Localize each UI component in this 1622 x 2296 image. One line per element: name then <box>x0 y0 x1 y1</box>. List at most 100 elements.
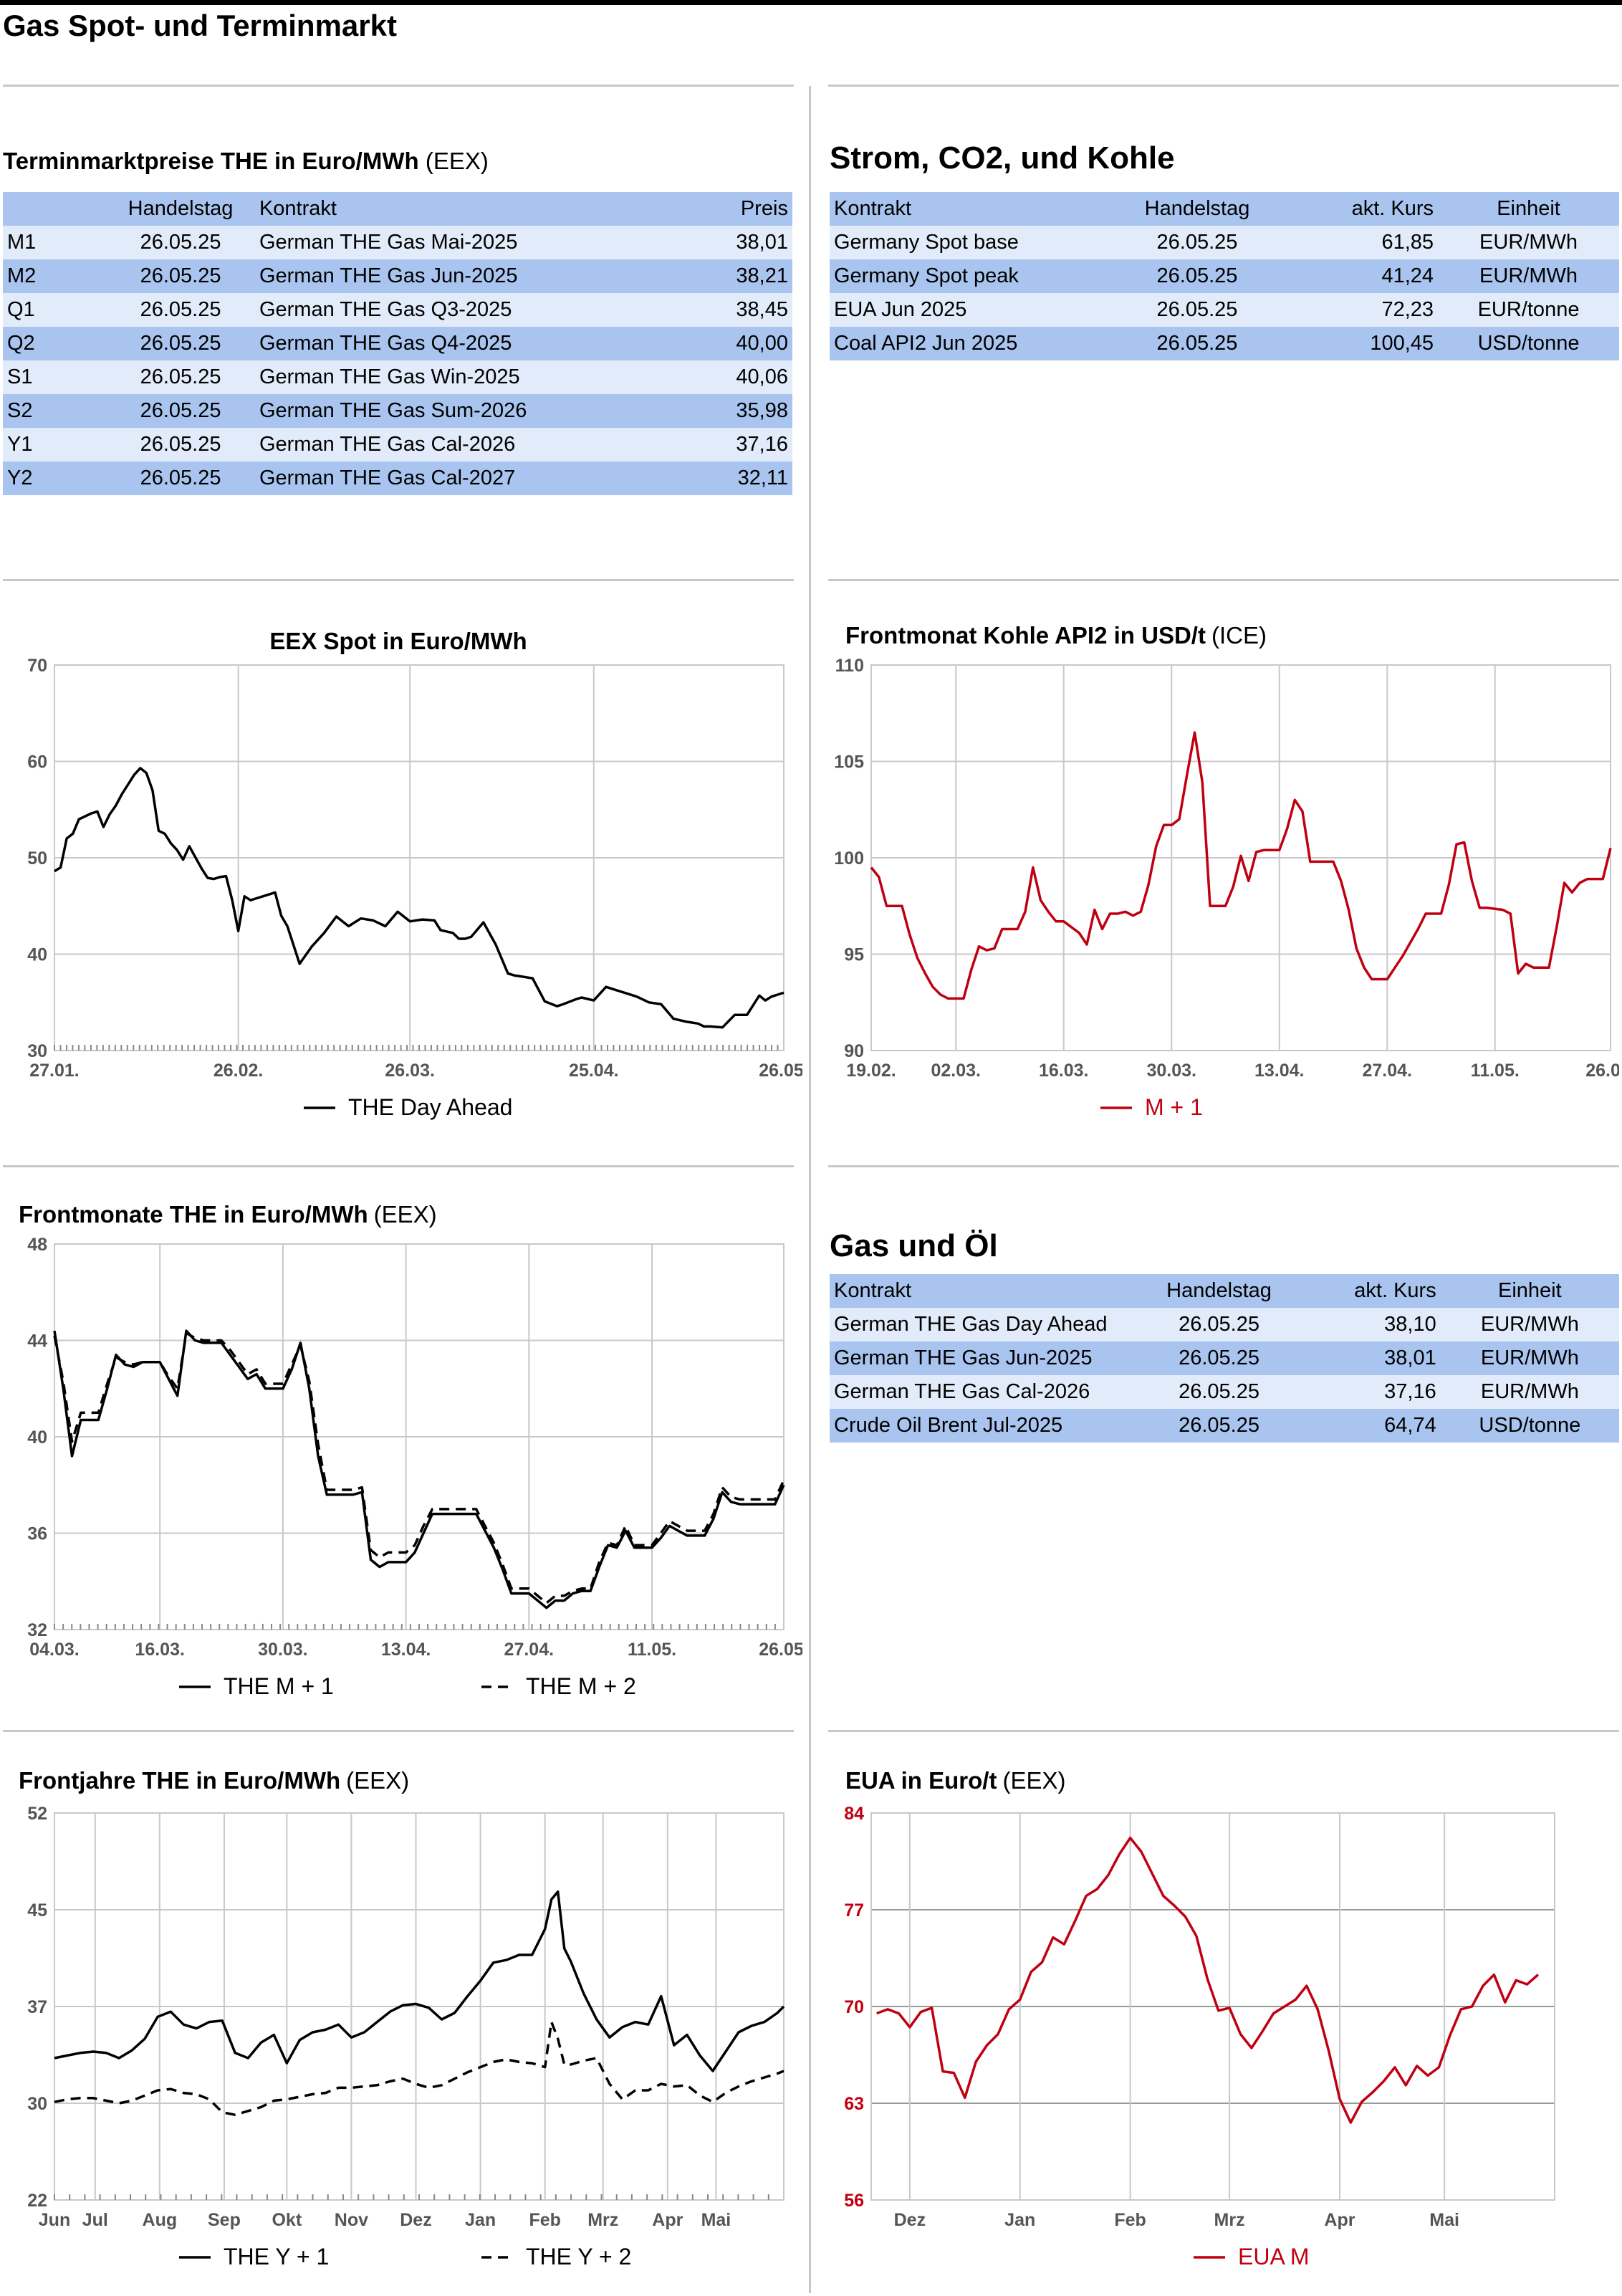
y-tick-label: 60 <box>27 752 47 772</box>
gasoel-cell: German THE Gas Day Ahead <box>834 1313 1108 1336</box>
x-tick-label: Apr <box>1324 2210 1355 2230</box>
x-tick-label: 11.05. <box>1471 1061 1520 1081</box>
divider <box>3 1730 794 1732</box>
termin-header-cell: Handelstag <box>128 197 234 220</box>
gasoel-cell: 26.05.25 <box>1179 1346 1259 1369</box>
legend-label: EUA M <box>1238 2244 1310 2269</box>
strom-cell: 41,24 <box>1381 264 1434 287</box>
termin-cell: Q1 <box>7 298 35 321</box>
page-title: Gas Spot- und Terminmarkt <box>3 9 397 42</box>
gasoel-row: German THE Gas Jun-2025 26.05.25 38,01 EUR/… <box>830 1341 1619 1375</box>
gasoel-cell: EUR/MWh <box>1480 1380 1579 1403</box>
chart-title: Frontjahre THE in Euro/MWh (EEX) <box>19 1767 409 1794</box>
termin-header-cell: Kontrakt <box>259 197 337 220</box>
x-tick-label: Mai <box>1429 2210 1459 2230</box>
gasoel-cell: USD/tonne <box>1479 1414 1581 1437</box>
strom-header-cell: Kontrakt <box>834 197 911 220</box>
chart-title-source: (EEX) <box>1002 1767 1065 1794</box>
x-tick-label: Okt <box>272 2210 302 2230</box>
termin-row: S2 26.05.25 German THE Gas Sum-2026 35,98 <box>3 394 792 428</box>
chart-title: EUA in Euro/t (EEX) <box>845 1767 1065 1794</box>
x-tick-label: 25.04. <box>569 1061 619 1081</box>
y-tick-label: 95 <box>844 945 864 965</box>
termin-cell: 38,21 <box>736 264 788 287</box>
x-tick-label: 26.05. <box>1585 1061 1619 1081</box>
strom-cell: EUR/MWh <box>1479 264 1578 287</box>
termin-cell: 40,00 <box>736 332 788 355</box>
legend-label: THE Y + 1 <box>224 2244 329 2269</box>
gasoel-cell: 38,01 <box>1384 1346 1436 1369</box>
termin-cell: 38,01 <box>736 231 788 254</box>
gasoel-table: Kontrakt Handelstag akt. Kurs Einheit German… <box>830 1274 1619 1443</box>
divider <box>828 579 1619 581</box>
chart-frontjahre: Frontjahre THE in Euro/MWh (EEX) 22 30 37 45 5… <box>19 1767 785 2269</box>
x-tick-label: 04.03. <box>29 1640 80 1660</box>
gasoel-cell: 26.05.25 <box>1179 1313 1259 1336</box>
x-tick-label: 26.05. <box>759 1061 802 1081</box>
plot-frame <box>870 1812 1555 2201</box>
chart-title-source: (EEX) <box>374 1201 437 1228</box>
x-tick-label: 27.01. <box>29 1061 80 1081</box>
termin-cell: German THE Gas Cal-2027 <box>259 467 516 489</box>
legend-label: THE M + 1 <box>224 1673 334 1699</box>
termin-row: M1 26.05.25 German THE Gas Mai-2025 38,01 <box>3 226 792 259</box>
y-tick-label: 63 <box>844 2094 864 2114</box>
x-tick-label: Feb <box>1114 2210 1146 2230</box>
termin-cell: 40,06 <box>736 365 788 388</box>
gasoel-cell: EUR/MWh <box>1480 1313 1579 1336</box>
termin-header-cell <box>3 192 106 226</box>
x-tick-label: Mrz <box>1214 2210 1245 2230</box>
chart-frontmonate: Frontmonate THE in Euro/MWh (EEX) 32 36 40 44… <box>19 1201 802 1699</box>
x-tick-label: 27.04. <box>504 1640 555 1660</box>
termin-header-cell: Preis <box>740 197 788 220</box>
y-tick-label: 32 <box>27 1620 47 1640</box>
gasoel-cell: 26.05.25 <box>1179 1380 1259 1403</box>
y-tick-label: 110 <box>835 656 864 676</box>
strom-cell: EUA Jun 2025 <box>834 298 967 321</box>
termin-cell: 37,16 <box>736 433 788 456</box>
series-line-1 <box>876 1836 1540 2124</box>
gasoel-header-cell: akt. Kurs <box>1354 1279 1436 1302</box>
x-tick-label: 27.04. <box>1362 1061 1412 1081</box>
x-tick-label: 26.02. <box>213 1061 264 1081</box>
y-tick-label: 90 <box>844 1041 864 1061</box>
strom-row: Coal API2 Jun 2025 26.05.25 100,45 USD/tonn… <box>830 327 1619 360</box>
termin-cell: Q2 <box>7 332 35 355</box>
x-tick-label: Jan <box>465 2210 496 2230</box>
chart-title-bold: EEX Spot in Euro/MWh <box>269 628 527 654</box>
legend-label: THE Y + 2 <box>526 2244 631 2269</box>
x-tick-label: Nov <box>335 2210 368 2230</box>
termin-cell: Y2 <box>7 467 33 489</box>
chart-eex-spot: EEX Spot in Euro/MWh 30 40 50 60 70 27.01. 26.0… <box>27 628 802 1120</box>
x-tick-label: Sep <box>208 2210 241 2230</box>
termin-cell: M1 <box>7 231 37 254</box>
termin-cell: 26.05.25 <box>140 433 221 456</box>
x-tick-label: 30.03. <box>1146 1061 1196 1081</box>
y-tick-label: 70 <box>27 656 47 676</box>
termin-cell: 35,98 <box>736 399 788 422</box>
x-tick-label: 02.03. <box>931 1061 981 1081</box>
divider <box>828 1730 1619 1732</box>
y-tick-label: 37 <box>27 1997 47 2017</box>
gasoel-cell: German THE Gas Jun-2025 <box>834 1346 1093 1369</box>
gasoel-row: German THE Gas Cal-2026 26.05.25 37,16 EUR/… <box>830 1375 1619 1409</box>
legend-label: THE M + 2 <box>526 1673 636 1699</box>
y-tick-label: 44 <box>27 1331 47 1352</box>
gasoel-row: German THE Gas Day Ahead 26.05.25 38,10 EUR… <box>830 1308 1619 1341</box>
termin-cell: M2 <box>7 264 37 287</box>
y-tick-label: 30 <box>27 1041 47 1061</box>
termin-cell: German THE Gas Jun-2025 <box>259 264 518 287</box>
y-tick-label: 84 <box>844 1804 864 1824</box>
series-line-2 <box>53 1331 785 1604</box>
y-tick-label: 56 <box>844 2191 864 2211</box>
series-line-1 <box>54 1890 785 2072</box>
y-tick-label: 48 <box>27 1235 47 1255</box>
chart-kohle-api2: Frontmonat Kohle API2 in USD/t (ICE) 90 95 1… <box>834 622 1619 1120</box>
strom-cell: Coal API2 Jun 2025 <box>834 332 1018 355</box>
chart-title: Frontmonate THE in Euro/MWh (EEX) <box>19 1201 437 1228</box>
termin-row: M2 26.05.25 German THE Gas Jun-2025 38,21 <box>3 259 792 293</box>
chart-title: EEX Spot in Euro/MWh <box>269 628 527 654</box>
x-tick-label: 16.03. <box>135 1640 185 1660</box>
y-tick-label: 30 <box>27 2094 47 2114</box>
termin-cell: 26.05.25 <box>140 298 221 321</box>
